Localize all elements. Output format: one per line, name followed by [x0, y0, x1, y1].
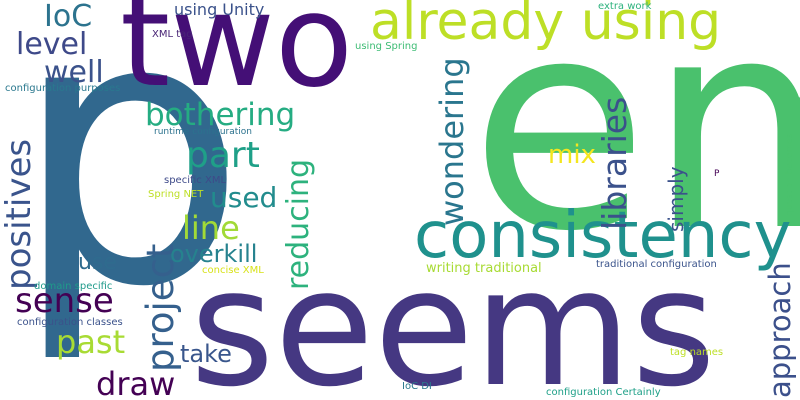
word: extra work [598, 1, 652, 12]
word: p [12, 0, 247, 368]
word: simply [664, 166, 688, 232]
word: wondering [433, 57, 471, 226]
word: configuration Certainly [546, 387, 661, 398]
word: reducing [281, 158, 316, 290]
word: using Unity [174, 0, 265, 19]
word: past [56, 323, 126, 361]
word: sense [15, 281, 114, 321]
word: domain specific [34, 281, 113, 292]
word: take [180, 340, 232, 368]
word: em [470, 0, 800, 295]
word: specific XML [164, 175, 227, 186]
word: IoC DI [402, 381, 432, 392]
word: draw [96, 365, 176, 400]
word: question becomes [785, 133, 795, 216]
word: writing traditional [426, 261, 542, 276]
word: mix [548, 140, 596, 170]
word: approach [763, 262, 797, 398]
word: concise XML [202, 265, 264, 276]
word: using Spring [355, 41, 418, 52]
word: tag names [670, 347, 724, 358]
word: use [78, 250, 117, 275]
word: libraries [595, 96, 634, 230]
word: IoC [44, 0, 93, 34]
word: bothering [145, 97, 296, 133]
word: positives [0, 138, 39, 290]
word: runtime configuration [154, 127, 253, 137]
word: configuration purposes [5, 83, 121, 94]
word: used [210, 181, 278, 214]
word: XML tag [152, 29, 193, 40]
word: well [44, 55, 104, 90]
word: two [120, 0, 354, 116]
word: line [182, 209, 240, 247]
word: configuration classes [17, 317, 123, 328]
word: overkill [170, 240, 258, 268]
word: already using [370, 0, 722, 52]
word: seems [190, 235, 716, 400]
word: Spring NET [148, 189, 204, 200]
word: part [186, 135, 260, 176]
word: traditional configuration [596, 259, 717, 270]
word: level [16, 27, 88, 62]
word: P [714, 169, 720, 179]
word: consistency [414, 199, 792, 273]
